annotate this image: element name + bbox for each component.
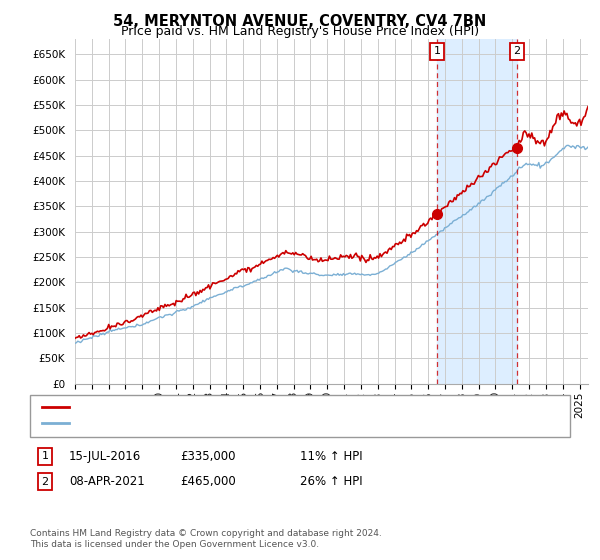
Text: 54, MERYNTON AVENUE, COVENTRY, CV4 7BN: 54, MERYNTON AVENUE, COVENTRY, CV4 7BN	[113, 14, 487, 29]
Text: 54, MERYNTON AVENUE, COVENTRY, CV4 7BN (detached house): 54, MERYNTON AVENUE, COVENTRY, CV4 7BN (…	[72, 402, 429, 412]
Text: HPI: Average price, detached house, Coventry: HPI: Average price, detached house, Cove…	[72, 418, 329, 428]
Text: Contains HM Land Registry data © Crown copyright and database right 2024.
This d: Contains HM Land Registry data © Crown c…	[30, 529, 382, 549]
Text: 2: 2	[513, 46, 520, 56]
Text: £465,000: £465,000	[180, 475, 236, 488]
Text: 15-JUL-2016: 15-JUL-2016	[69, 450, 141, 463]
Text: 1: 1	[434, 46, 441, 56]
Text: £335,000: £335,000	[180, 450, 235, 463]
Bar	[437, 39, 517, 384]
Text: 11% ↑ HPI: 11% ↑ HPI	[300, 450, 362, 463]
Text: Price paid vs. HM Land Registry's House Price Index (HPI): Price paid vs. HM Land Registry's House …	[121, 25, 479, 38]
Text: 26% ↑ HPI: 26% ↑ HPI	[300, 475, 362, 488]
Text: 08-APR-2021: 08-APR-2021	[69, 475, 145, 488]
Text: 2: 2	[41, 477, 49, 487]
Text: 1: 1	[41, 451, 49, 461]
